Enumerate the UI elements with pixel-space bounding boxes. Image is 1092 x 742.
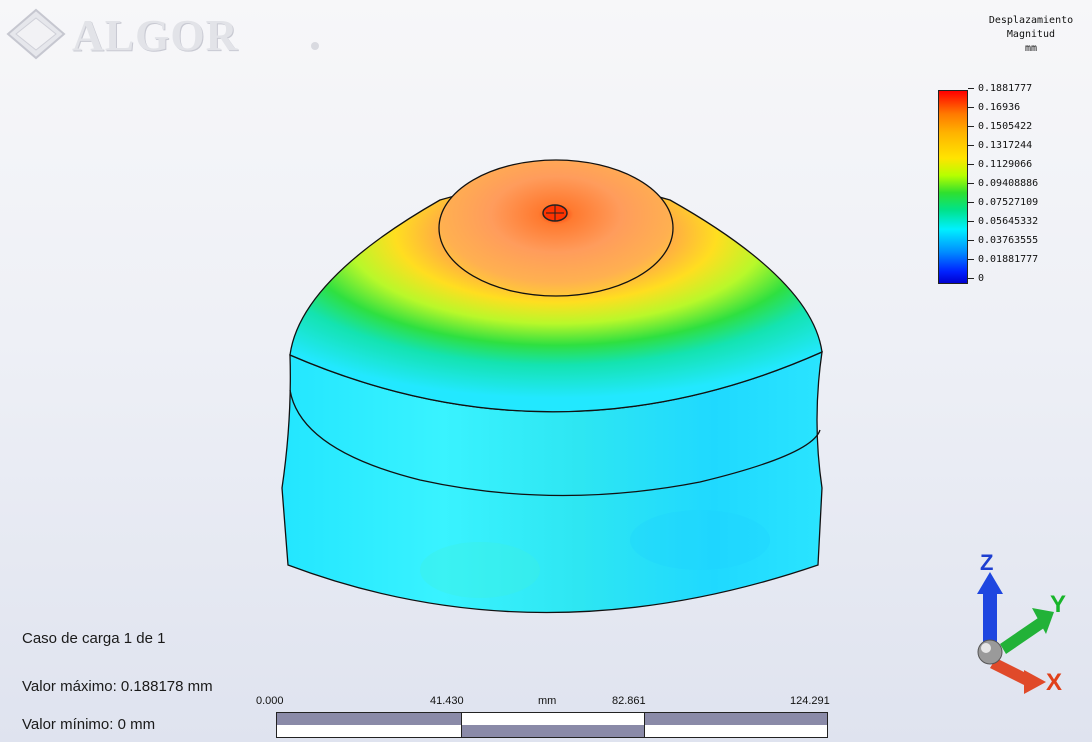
legend-value: 0.16936 <box>968 102 1020 116</box>
scale-label-0: 0.000 <box>256 695 284 707</box>
legend-value: 0.09408886 <box>968 178 1038 192</box>
triad-x-label: X <box>1046 669 1062 696</box>
legend-value: 0 <box>968 273 984 287</box>
algor-logo-text: ALGOR <box>72 11 239 60</box>
scale-segment <box>276 712 462 738</box>
legend-value: 0.03763555 <box>968 235 1038 249</box>
legend-colorbar <box>938 90 968 284</box>
algor-diamond-icon <box>6 8 66 60</box>
legend-title-component: Magnitud <box>1006 29 1056 40</box>
x-axis-icon <box>990 658 1032 686</box>
legend-value: 0.01881777 <box>968 254 1038 268</box>
model-dome <box>289 181 823 413</box>
axis-triad[interactable]: Z Y X <box>960 548 1080 698</box>
scale-segment <box>461 712 645 738</box>
load-case-label: Caso de carga 1 de 1 <box>22 630 166 647</box>
scale-bar <box>276 712 828 738</box>
model-seam <box>289 389 821 497</box>
legend-value: 0.07527109 <box>968 197 1038 211</box>
legend-unit: mm <box>1024 43 1038 54</box>
min-value-label: Valor mínimo: 0 mm <box>22 716 156 733</box>
legend-title-result: Desplazamiento <box>988 15 1074 26</box>
scale-label-2: 82.861 <box>612 695 646 707</box>
algor-logo: ALGOR <box>6 8 336 60</box>
max-value-label: Valor máximo: 0.188178 mm <box>22 678 213 695</box>
scale-unit: mm <box>538 695 557 707</box>
scale-label-3: 124.291 <box>790 695 830 707</box>
triad-z-label: Z <box>980 550 993 575</box>
legend-value: 0.1505422 <box>968 121 1032 135</box>
legend-title: Desplazamiento Magnitud mm <box>976 14 1086 56</box>
y-axis-icon <box>1000 618 1044 654</box>
scale-label-1: 41.430 <box>430 695 464 707</box>
triad-y-label: Y <box>1050 591 1066 618</box>
legend-value: 0.05645332 <box>968 216 1038 230</box>
scale-segment <box>644 712 828 738</box>
model-top-cap <box>438 159 674 297</box>
legend-value: 0.1881777 <box>968 83 1032 97</box>
legend-value: 0.1317244 <box>968 140 1032 154</box>
z-axis-icon <box>983 588 997 650</box>
legend-value: 0.1129066 <box>968 159 1032 173</box>
logo-registered-mark <box>311 42 319 50</box>
